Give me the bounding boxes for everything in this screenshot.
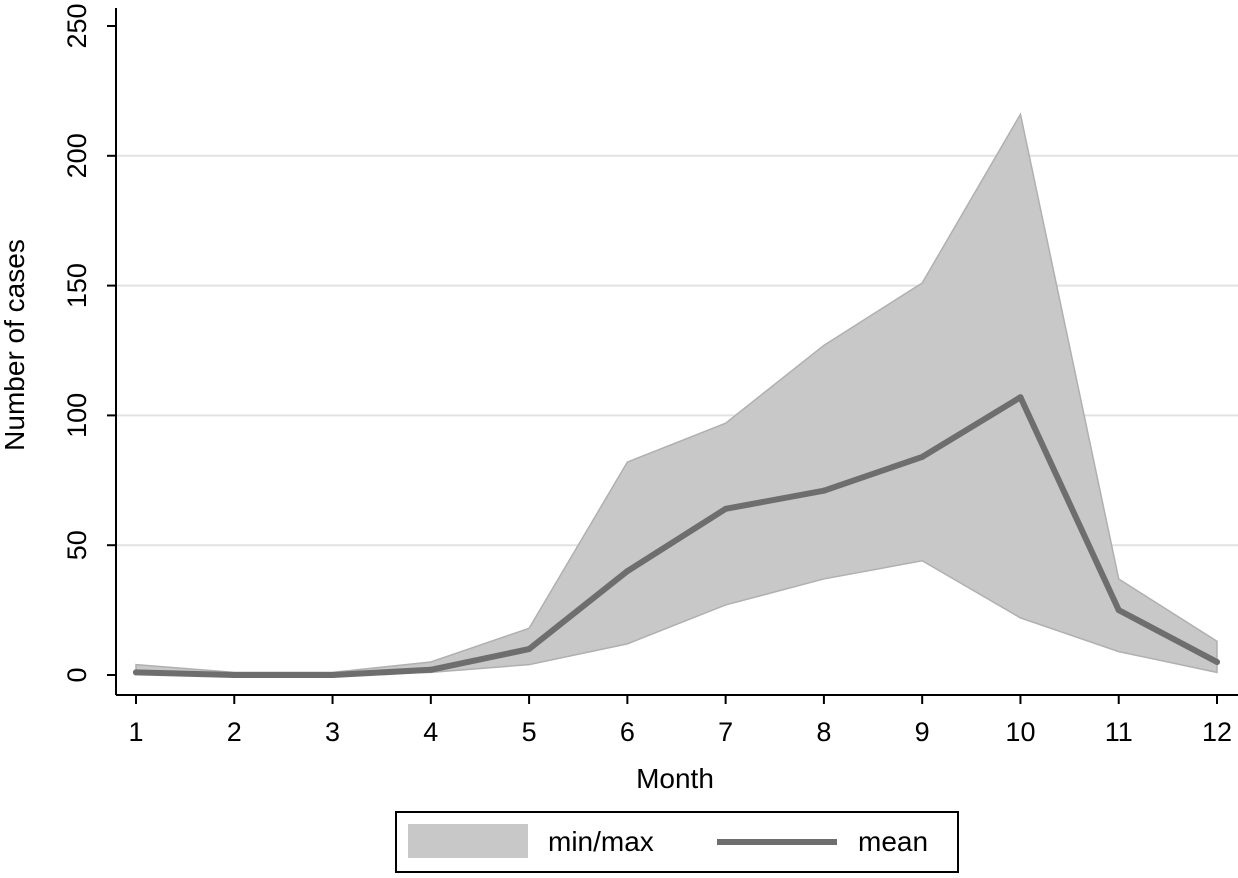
x-tick-label-12: 12 (1202, 717, 1232, 747)
x-tick-label-10: 10 (1005, 717, 1035, 747)
mean-point-3 (329, 672, 336, 678)
y-tick-label-250: 250 (62, 3, 92, 48)
y-tick-label-150: 150 (62, 263, 92, 308)
x-tick-label-7: 7 (718, 717, 733, 747)
y-axis-title: Number of cases (0, 239, 30, 451)
x-tick-label-3: 3 (325, 717, 340, 747)
mean-point-6 (624, 568, 631, 575)
x-ticks: 1 2 3 4 5 6 7 8 9 10 11 12 (128, 695, 1232, 747)
axes (115, 8, 1238, 696)
mean-point-1 (133, 669, 139, 676)
x-tick-label-4: 4 (423, 717, 438, 747)
x-tick-label-2: 2 (227, 717, 242, 747)
y-tick-label-50: 50 (62, 530, 92, 560)
mean-point-7 (722, 505, 729, 512)
mean-point-9 (919, 453, 926, 460)
y-tick-label-100: 100 (62, 393, 92, 438)
legend-swatch-min-max (408, 824, 528, 858)
y-tick-label-200: 200 (62, 133, 92, 178)
series-line-mean (133, 394, 1220, 678)
x-tick-label-11: 11 (1105, 717, 1133, 747)
x-tick-label-9: 9 (915, 717, 930, 747)
x-tick-label-5: 5 (522, 717, 537, 747)
x-axis-title: Month (636, 763, 714, 794)
mean-point-8 (820, 487, 827, 494)
x-tick-label-6: 6 (620, 717, 635, 747)
mean-point-2 (231, 672, 238, 678)
min-max-band (135, 112, 1218, 676)
min-max-band-layer (135, 112, 1218, 676)
mean-point-5 (526, 646, 533, 653)
legend-label-mean: mean (858, 826, 928, 857)
legend: min/max mean (395, 811, 959, 873)
mean-point-10 (1017, 394, 1024, 401)
y-ticks: 0 50 100 150 200 250 (62, 3, 116, 683)
x-tick-label-8: 8 (816, 717, 831, 747)
mean-line-layer (133, 394, 1220, 678)
mean-point-4 (427, 666, 434, 673)
mean-point-12 (1214, 659, 1220, 666)
y-tick-label-0: 0 (62, 667, 92, 682)
mean-point-11 (1115, 607, 1122, 614)
legend-label-min-max: min/max (548, 826, 654, 857)
x-tick-label-1: 1 (128, 717, 143, 747)
